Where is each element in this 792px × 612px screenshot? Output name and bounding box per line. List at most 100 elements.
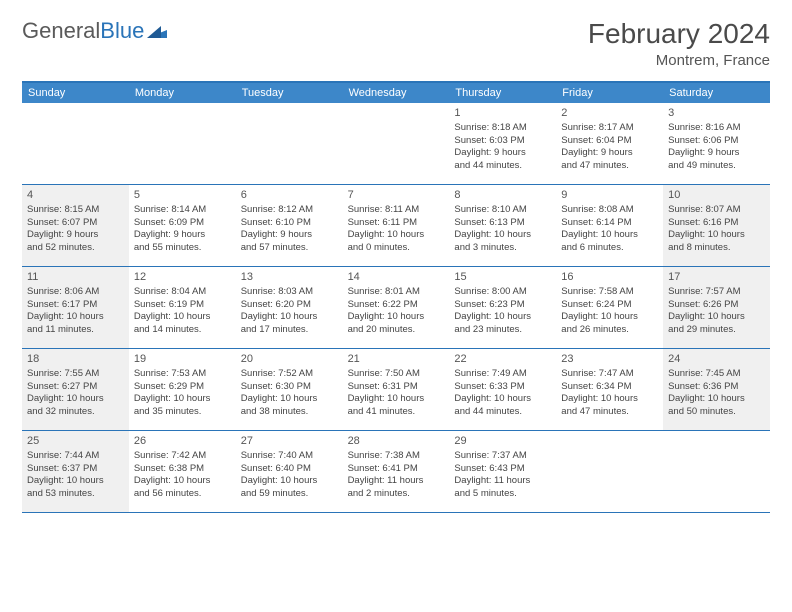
sunrise-text: Sunrise: 7:45 AM	[668, 368, 765, 381]
day2-text: and 53 minutes.	[27, 488, 124, 501]
sunrise-text: Sunrise: 7:57 AM	[668, 286, 765, 299]
sunset-text: Sunset: 6:36 PM	[668, 381, 765, 394]
sunset-text: Sunset: 6:03 PM	[454, 135, 551, 148]
day-cell: 12Sunrise: 8:04 AMSunset: 6:19 PMDayligh…	[129, 267, 236, 348]
day1-text: Daylight: 10 hours	[561, 393, 658, 406]
day1-text: Daylight: 10 hours	[668, 311, 765, 324]
sunrise-text: Sunrise: 7:53 AM	[134, 368, 231, 381]
day1-text: Daylight: 10 hours	[668, 393, 765, 406]
day-number: 6	[241, 188, 338, 203]
day-number: 17	[668, 270, 765, 285]
day1-text: Daylight: 10 hours	[668, 229, 765, 242]
day2-text: and 5 minutes.	[454, 488, 551, 501]
day-number: 16	[561, 270, 658, 285]
sunset-text: Sunset: 6:19 PM	[134, 299, 231, 312]
day2-text: and 41 minutes.	[348, 406, 445, 419]
day1-text: Daylight: 10 hours	[134, 393, 231, 406]
day-number: 3	[668, 106, 765, 121]
day-number: 14	[348, 270, 445, 285]
week-row: 11Sunrise: 8:06 AMSunset: 6:17 PMDayligh…	[22, 267, 770, 349]
day2-text: and 20 minutes.	[348, 324, 445, 337]
day2-text: and 44 minutes.	[454, 160, 551, 173]
day-cell: 15Sunrise: 8:00 AMSunset: 6:23 PMDayligh…	[449, 267, 556, 348]
sunrise-text: Sunrise: 8:03 AM	[241, 286, 338, 299]
sunrise-text: Sunrise: 7:44 AM	[27, 450, 124, 463]
sunset-text: Sunset: 6:13 PM	[454, 217, 551, 230]
sunset-text: Sunset: 6:30 PM	[241, 381, 338, 394]
logo-word1: General	[22, 18, 100, 44]
week-row: 18Sunrise: 7:55 AMSunset: 6:27 PMDayligh…	[22, 349, 770, 431]
title-block: February 2024 Montrem, France	[588, 18, 770, 69]
sunrise-text: Sunrise: 8:06 AM	[27, 286, 124, 299]
day-cell: 11Sunrise: 8:06 AMSunset: 6:17 PMDayligh…	[22, 267, 129, 348]
day-number: 20	[241, 352, 338, 367]
day-cell: 9Sunrise: 8:08 AMSunset: 6:14 PMDaylight…	[556, 185, 663, 266]
sunrise-text: Sunrise: 7:38 AM	[348, 450, 445, 463]
location: Montrem, France	[588, 52, 770, 69]
day-number: 1	[454, 106, 551, 121]
day2-text: and 52 minutes.	[27, 242, 124, 255]
day-cell: 10Sunrise: 8:07 AMSunset: 6:16 PMDayligh…	[663, 185, 770, 266]
day-cell: 22Sunrise: 7:49 AMSunset: 6:33 PMDayligh…	[449, 349, 556, 430]
sunset-text: Sunset: 6:07 PM	[27, 217, 124, 230]
weekday-monday: Monday	[129, 83, 236, 103]
logo-word2: Blue	[100, 18, 144, 44]
day-cell-empty	[22, 103, 129, 184]
day-cell: 2Sunrise: 8:17 AMSunset: 6:04 PMDaylight…	[556, 103, 663, 184]
day2-text: and 23 minutes.	[454, 324, 551, 337]
day-number: 27	[241, 434, 338, 449]
day1-text: Daylight: 10 hours	[241, 311, 338, 324]
day2-text: and 3 minutes.	[454, 242, 551, 255]
sunrise-text: Sunrise: 8:00 AM	[454, 286, 551, 299]
sunrise-text: Sunrise: 8:08 AM	[561, 204, 658, 217]
sunset-text: Sunset: 6:24 PM	[561, 299, 658, 312]
sunset-text: Sunset: 6:22 PM	[348, 299, 445, 312]
day2-text: and 44 minutes.	[454, 406, 551, 419]
sunrise-text: Sunrise: 7:52 AM	[241, 368, 338, 381]
day2-text: and 32 minutes.	[27, 406, 124, 419]
day2-text: and 17 minutes.	[241, 324, 338, 337]
weekday-saturday: Saturday	[663, 83, 770, 103]
sunrise-text: Sunrise: 8:11 AM	[348, 204, 445, 217]
sunrise-text: Sunrise: 8:01 AM	[348, 286, 445, 299]
day-cell: 29Sunrise: 7:37 AMSunset: 6:43 PMDayligh…	[449, 431, 556, 512]
sunset-text: Sunset: 6:04 PM	[561, 135, 658, 148]
day-number: 10	[668, 188, 765, 203]
sunset-text: Sunset: 6:23 PM	[454, 299, 551, 312]
sunset-text: Sunset: 6:11 PM	[348, 217, 445, 230]
sunrise-text: Sunrise: 8:07 AM	[668, 204, 765, 217]
sunset-text: Sunset: 6:37 PM	[27, 463, 124, 476]
day1-text: Daylight: 10 hours	[348, 311, 445, 324]
sunset-text: Sunset: 6:20 PM	[241, 299, 338, 312]
day1-text: Daylight: 9 hours	[668, 147, 765, 160]
day1-text: Daylight: 11 hours	[348, 475, 445, 488]
day2-text: and 59 minutes.	[241, 488, 338, 501]
day-number: 12	[134, 270, 231, 285]
sunrise-text: Sunrise: 7:37 AM	[454, 450, 551, 463]
day2-text: and 38 minutes.	[241, 406, 338, 419]
day1-text: Daylight: 10 hours	[561, 229, 658, 242]
day-cell: 14Sunrise: 8:01 AMSunset: 6:22 PMDayligh…	[343, 267, 450, 348]
weekday-tuesday: Tuesday	[236, 83, 343, 103]
day2-text: and 2 minutes.	[348, 488, 445, 501]
day-cell: 25Sunrise: 7:44 AMSunset: 6:37 PMDayligh…	[22, 431, 129, 512]
day1-text: Daylight: 10 hours	[134, 311, 231, 324]
day-cell: 23Sunrise: 7:47 AMSunset: 6:34 PMDayligh…	[556, 349, 663, 430]
day2-text: and 55 minutes.	[134, 242, 231, 255]
day-number: 26	[134, 434, 231, 449]
sunrise-text: Sunrise: 8:10 AM	[454, 204, 551, 217]
day-number: 9	[561, 188, 658, 203]
day-cell: 21Sunrise: 7:50 AMSunset: 6:31 PMDayligh…	[343, 349, 450, 430]
sunrise-text: Sunrise: 8:14 AM	[134, 204, 231, 217]
triangle-icon	[147, 18, 167, 44]
day2-text: and 0 minutes.	[348, 242, 445, 255]
sunset-text: Sunset: 6:29 PM	[134, 381, 231, 394]
weekday-friday: Friday	[556, 83, 663, 103]
day-cell: 8Sunrise: 8:10 AMSunset: 6:13 PMDaylight…	[449, 185, 556, 266]
day1-text: Daylight: 10 hours	[241, 475, 338, 488]
sunrise-text: Sunrise: 8:12 AM	[241, 204, 338, 217]
sunset-text: Sunset: 6:40 PM	[241, 463, 338, 476]
day1-text: Daylight: 10 hours	[348, 229, 445, 242]
header: GeneralBlue February 2024 Montrem, Franc…	[22, 18, 770, 69]
day-number: 7	[348, 188, 445, 203]
